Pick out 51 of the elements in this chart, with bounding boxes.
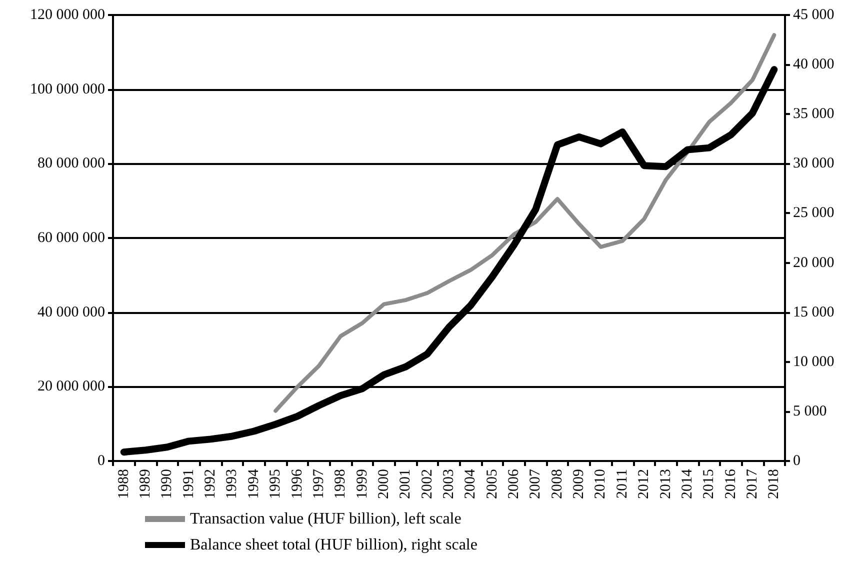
x-tick-label: 2006	[506, 468, 522, 499]
x-tick-label: 2010	[592, 469, 609, 499]
x-tick-label: 1991	[180, 469, 197, 499]
x-tick-label: 2014	[679, 468, 696, 499]
x-tick-label: 1992	[202, 469, 219, 499]
x-tick-label: 2003	[441, 469, 457, 499]
y2-tick-label: 45 000	[793, 7, 834, 23]
legend-label: Balance sheet total (HUF billion), right scale	[190, 536, 478, 554]
y-tick-label: 40 000 000	[38, 304, 105, 320]
x-tick-label: 2018	[766, 469, 782, 499]
y2-tick-label: 20 000	[793, 254, 834, 271]
x-tick-label: 1997	[310, 468, 327, 499]
y-tick-label: 0	[98, 453, 105, 469]
y-tick-label: 80 000 000	[38, 156, 105, 172]
x-tick-label: 2002	[419, 469, 436, 499]
y2-tick-label: 5 000	[793, 403, 827, 420]
y2-tick-label: 0	[793, 453, 800, 469]
y-tick-label: 60 000 000	[38, 230, 105, 246]
x-tick-label: 1999	[354, 469, 370, 499]
x-tick-label: 1988	[116, 469, 132, 499]
x-tick-label: 2013	[658, 469, 674, 499]
x-tick-label: 2012	[636, 469, 652, 499]
x-tick-label: 2017	[744, 468, 760, 499]
y2-tick-label: 15 000	[793, 304, 834, 320]
x-tick-label: 2008	[549, 469, 566, 499]
x-tick-label: 2007	[528, 468, 544, 499]
x-tick-label: 2009	[571, 469, 588, 499]
y-tick-label: 20 000 000	[38, 378, 105, 395]
y2-tick-label: 30 000	[793, 156, 834, 172]
x-tick-label: 2000	[376, 469, 392, 499]
x-tick-label: 2016	[722, 468, 739, 499]
y2-tick-label: 35 000	[793, 106, 834, 122]
x-tick-label: 1998	[332, 469, 349, 499]
x-tick-label: 1993	[224, 469, 240, 499]
y-tick-label: 120 000 000	[30, 7, 105, 23]
x-tick-label: 1990	[159, 469, 176, 499]
y2-tick-label: 10 000	[793, 354, 834, 370]
x-tick-label: 1995	[268, 469, 284, 499]
x-tick-label: 2001	[398, 469, 414, 499]
x-tick-label: 2011	[614, 469, 630, 498]
line-series	[274, 33, 776, 413]
x-tick-label: 1996	[289, 468, 306, 499]
y-tick-label: 100 000 000	[30, 81, 105, 98]
x-tick-label: 2005	[484, 469, 500, 499]
y2-tick-label: 25 000	[793, 205, 834, 222]
x-tick-label: 2015	[701, 469, 718, 499]
y2-tick-label: 40 000	[793, 56, 834, 73]
legend-label: Transaction value (HUF billion), left scale	[190, 510, 462, 528]
x-tick-label: 1994	[246, 468, 262, 499]
x-tick-label: 1989	[138, 469, 154, 499]
x-tick-label: 2004	[462, 468, 479, 499]
